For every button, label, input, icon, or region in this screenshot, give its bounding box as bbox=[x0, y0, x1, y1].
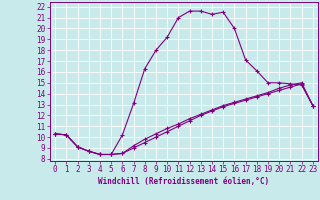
X-axis label: Windchill (Refroidissement éolien,°C): Windchill (Refroidissement éolien,°C) bbox=[99, 177, 269, 186]
